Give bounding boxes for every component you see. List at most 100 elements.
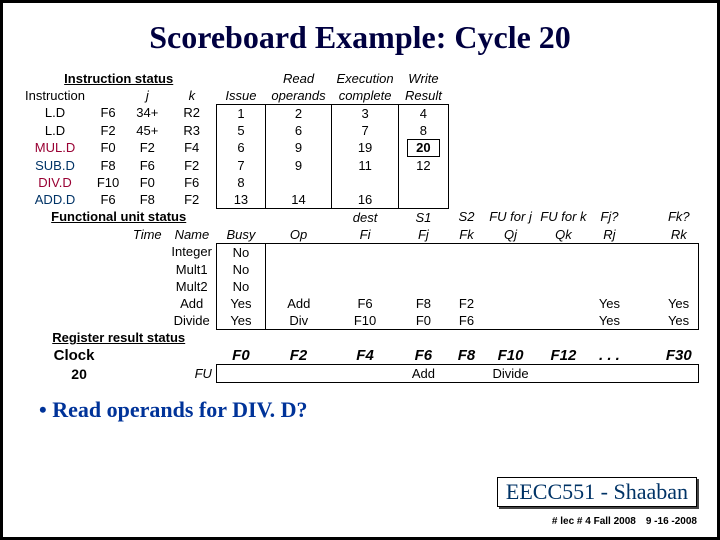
- ir-j: F6: [127, 157, 167, 174]
- fu-fi: F10: [332, 312, 399, 330]
- time-hdr: Time: [127, 226, 167, 244]
- fu-qj: [485, 312, 537, 330]
- ir-exec: 16: [332, 191, 399, 209]
- ir-issue: 1: [216, 105, 265, 123]
- ir-exec: 7: [332, 122, 399, 139]
- rrs-hdr: Register result status: [21, 330, 216, 348]
- ir-exec: 11: [332, 157, 399, 174]
- ir-k: F2: [167, 157, 216, 174]
- ir-op: DIV.D: [21, 174, 89, 191]
- qk-hdr: Qk: [536, 226, 590, 244]
- fu-rj: Yes: [591, 312, 629, 330]
- reg-lbl: F30: [659, 347, 698, 365]
- ir-j: 45+: [127, 122, 167, 139]
- ir-issue: 13: [216, 191, 265, 209]
- fu-fj: F8: [399, 295, 449, 312]
- fu-rk: Yes: [659, 312, 698, 330]
- ir-d: F6: [89, 191, 127, 209]
- fi-hdr: Fi: [332, 226, 399, 244]
- j-hdr: j: [127, 87, 167, 105]
- exec-hdr2: complete: [332, 87, 399, 105]
- reg-lbl: F12: [536, 347, 590, 365]
- footer-course-box: EECC551 - Shaaban: [497, 477, 697, 507]
- bottom-question: • Read operands for DIV. D?: [39, 397, 699, 423]
- fu-fk: F2: [448, 295, 485, 312]
- ir-op: L.D: [21, 122, 89, 139]
- ir-j: F0: [127, 174, 167, 191]
- fu-busy: No: [216, 244, 265, 262]
- ir-write: [399, 191, 449, 209]
- fus-hdr: Functional unit status: [21, 209, 216, 227]
- fu-qk: [536, 295, 590, 312]
- fu-name: Integer: [167, 244, 216, 262]
- fu-fk: F6: [448, 312, 485, 330]
- ir-write: [399, 174, 449, 191]
- write-hdr1: Write: [399, 70, 449, 87]
- ir-op: MUL.D: [21, 139, 89, 157]
- reg-fu: [536, 365, 590, 383]
- write-hdr2: Result: [399, 87, 449, 105]
- fu-busy: Yes: [216, 312, 265, 330]
- highlight-20: 20: [407, 139, 439, 157]
- s2-hdr: S2: [448, 209, 485, 227]
- fu-rj: Yes: [591, 295, 629, 312]
- fu-fi: F6: [332, 295, 399, 312]
- dest-hdr: dest: [332, 209, 399, 227]
- ir-issue: 5: [216, 122, 265, 139]
- ir-j: F8: [127, 191, 167, 209]
- instr-status-hdr: Instruction status: [21, 70, 216, 87]
- ir-write: 20: [399, 139, 449, 157]
- fkq-hdr: Fk?: [659, 209, 698, 227]
- fu-fj: F0: [399, 312, 449, 330]
- fuk-hdr: FU for k: [536, 209, 590, 227]
- reg-fu: [332, 365, 399, 383]
- ir-d: F8: [89, 157, 127, 174]
- reg-lbl: F4: [332, 347, 399, 365]
- ir-op: SUB.D: [21, 157, 89, 174]
- clock-label: Clock: [21, 347, 127, 365]
- reg-lbl: F8: [448, 347, 485, 365]
- fu-busy: Yes: [216, 295, 265, 312]
- ir-k: R3: [167, 122, 216, 139]
- issue-hdr: Issue: [216, 87, 265, 105]
- ir-d: F0: [89, 139, 127, 157]
- reg-fu: [265, 365, 331, 383]
- fj-hdr: Fj: [399, 226, 449, 244]
- rk-hdr: Rk: [659, 226, 698, 244]
- ir-read: 9: [265, 139, 331, 157]
- busy-hdr: Busy: [216, 226, 265, 244]
- ir-write: 4: [399, 105, 449, 123]
- ir-j: 34+: [127, 105, 167, 123]
- fu-busy: No: [216, 278, 265, 295]
- s1-hdr: S1: [399, 209, 449, 227]
- reg-lbl: F6: [399, 347, 449, 365]
- ir-issue: 6: [216, 139, 265, 157]
- k-hdr: k: [167, 87, 216, 105]
- reg-lbl: F10: [485, 347, 537, 365]
- fu-op: Div: [265, 312, 331, 330]
- ir-read: 14: [265, 191, 331, 209]
- read-hdr1: Read: [265, 70, 331, 87]
- ir-issue: 7: [216, 157, 265, 174]
- ir-read: 6: [265, 122, 331, 139]
- ir-exec: 3: [332, 105, 399, 123]
- fu-name: Mult2: [167, 278, 216, 295]
- ir-read: [265, 174, 331, 191]
- reg-lbl: F0: [216, 347, 265, 365]
- fu-name: Divide: [167, 312, 216, 330]
- footer-line: # lec # 4 Fall 20089 -16 -2008: [552, 516, 697, 527]
- ir-k: F2: [167, 191, 216, 209]
- ir-j: F2: [127, 139, 167, 157]
- reg-fu: [216, 365, 265, 383]
- rj-hdr: Rj: [591, 226, 629, 244]
- qj-hdr: Qj: [485, 226, 537, 244]
- fuj-hdr: FU for j: [485, 209, 537, 227]
- ir-read: 2: [265, 105, 331, 123]
- ir-exec: [332, 174, 399, 191]
- ir-read: 9: [265, 157, 331, 174]
- instr-hdr: Instruction: [21, 87, 89, 105]
- ir-write: 8: [399, 122, 449, 139]
- reg-fu: Divide: [485, 365, 537, 383]
- fu-name: Mult1: [167, 261, 216, 278]
- ir-op: ADD.D: [21, 191, 89, 209]
